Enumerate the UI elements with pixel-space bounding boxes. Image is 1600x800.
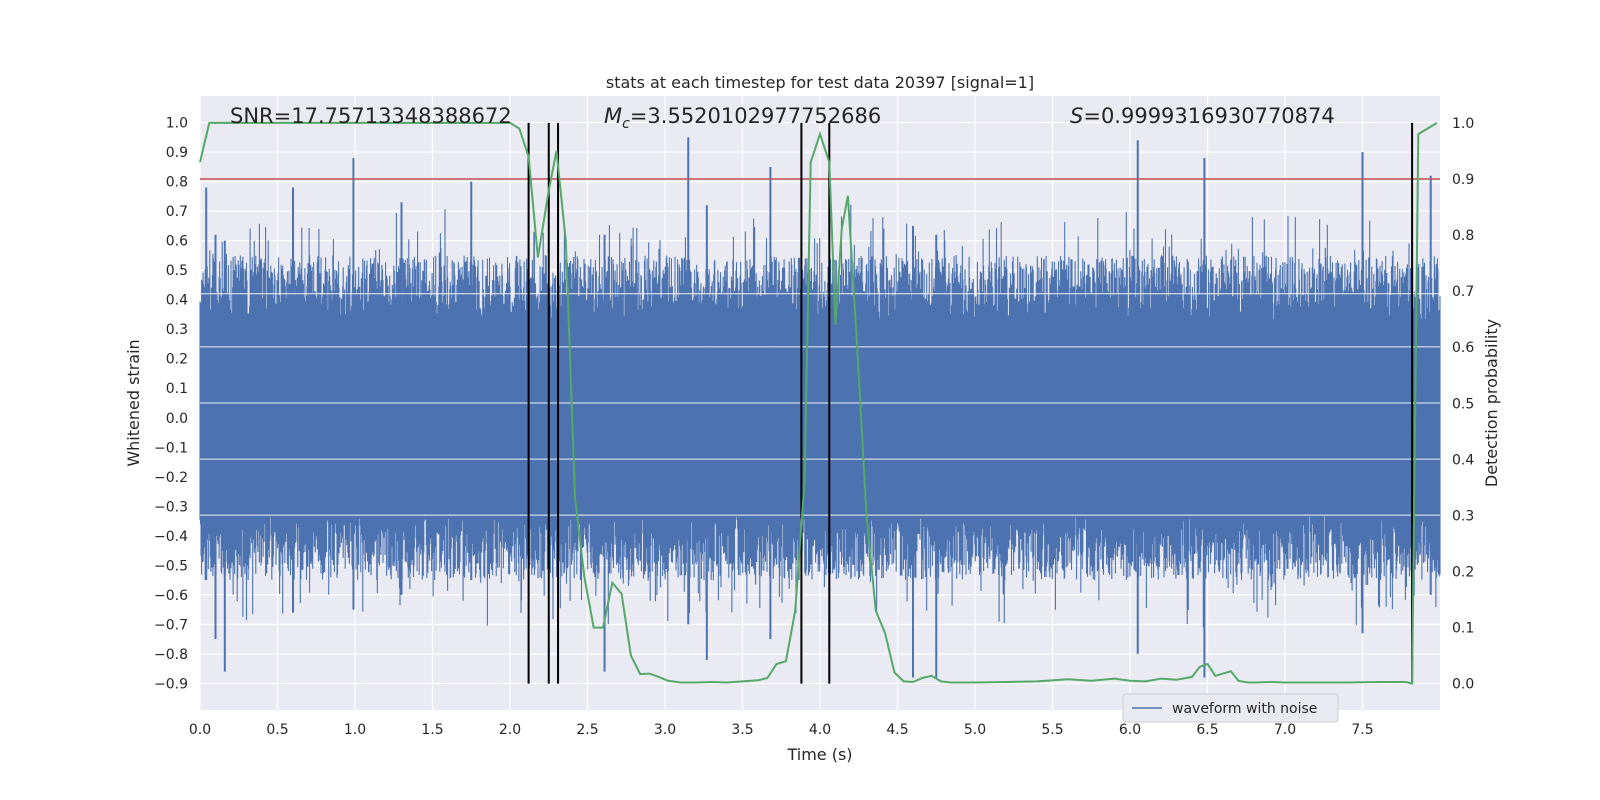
x-tick-label: 1.5 xyxy=(421,722,443,738)
x-tick-label: 2.0 xyxy=(499,722,521,738)
x-tick-label: 7.5 xyxy=(1351,722,1373,738)
y-tick-label: 0.7 xyxy=(166,204,188,220)
y-tick-labels: 1.0 0.9 0.8 0.7 0.6 0.5 0.4 0.3 0.2 0.1 0.0 −0.1 −0.… xyxy=(154,116,188,693)
x-tick-label: 0.5 xyxy=(266,722,288,738)
legend: waveform with noise xyxy=(1122,693,1339,723)
y2-tick-label: 0.9 xyxy=(1452,172,1474,188)
x-tick-label: 3.5 xyxy=(731,722,753,738)
y2-tick-label: 0.7 xyxy=(1452,284,1474,300)
x-tick-label: 3.0 xyxy=(654,722,676,738)
x-axis-label: Time (s) xyxy=(786,745,852,764)
y-tick-label: −0.3 xyxy=(154,499,188,515)
probability-series xyxy=(199,121,1438,685)
chirp-mass-annotation: Mc=3.5520102977752686 xyxy=(604,104,881,132)
y2-tick-label: 0.5 xyxy=(1452,396,1474,412)
y-tick-label: 0.6 xyxy=(166,234,188,250)
x-tick-label: 7.0 xyxy=(1274,722,1296,738)
event-markers xyxy=(527,122,1414,684)
x-tick-label: 4.0 xyxy=(809,722,831,738)
legend-box xyxy=(1122,693,1339,723)
chart-title: stats at each timestep for test data 203… xyxy=(606,73,1034,92)
y2-tick-label: 0.0 xyxy=(1452,677,1474,693)
y2-tick-label: 0.6 xyxy=(1452,340,1474,356)
s-value: =0.9999316930770874 xyxy=(1083,104,1334,128)
y2-axis-label: Detection probability xyxy=(1482,319,1501,487)
waveform-series xyxy=(199,137,1441,678)
y2-tick-label: 1.0 xyxy=(1452,116,1474,132)
x-tick-label: 0.0 xyxy=(189,722,211,738)
y-tick-label: −0.8 xyxy=(154,647,188,663)
y-tick-label: 1.0 xyxy=(166,116,188,132)
y-tick-label: −0.2 xyxy=(154,470,188,486)
y-tick-label: −0.9 xyxy=(154,676,188,692)
s-symbol: S xyxy=(1070,104,1083,128)
snr-annotation: SNR=17.75713348388672 xyxy=(230,104,512,128)
y-tick-label: 0.8 xyxy=(166,175,188,191)
y-tick-label: −0.1 xyxy=(154,440,188,456)
x-tick-label: 5.0 xyxy=(964,722,986,738)
y-tick-label: −0.7 xyxy=(154,617,188,633)
x-tick-labels: 0.0 0.5 1.0 1.5 2.0 2.5 3.0 3.5 4.0 4.5 5.0 5.5 6.0 6… xyxy=(189,722,1374,738)
y-tick-label: −0.5 xyxy=(154,558,188,574)
y-tick-label: 0.5 xyxy=(166,263,188,279)
x-tick-label: 6.5 xyxy=(1196,722,1218,738)
x-tick-label: 1.0 xyxy=(344,722,366,738)
y-axis-label: Whitened strain xyxy=(124,339,143,466)
y-tick-label: 0.0 xyxy=(166,411,188,427)
y2-tick-label: 0.4 xyxy=(1452,452,1474,468)
y2-tick-label: 0.2 xyxy=(1452,564,1474,580)
y-tick-label: 0.3 xyxy=(166,322,188,338)
y-tick-label: −0.4 xyxy=(154,529,188,545)
y2-tick-label: 0.3 xyxy=(1452,508,1474,524)
y-tick-label: 0.1 xyxy=(166,381,188,397)
waveform-core xyxy=(200,320,1440,516)
chirp-mass-subscript: c xyxy=(622,116,630,132)
chirp-mass-symbol: M xyxy=(604,104,622,128)
x-tick-label: 6.0 xyxy=(1119,722,1141,738)
y-tick-label: 0.2 xyxy=(166,352,188,368)
y-tick-label: −0.6 xyxy=(154,588,188,604)
s-annotation: S=0.9999316930770874 xyxy=(1070,104,1335,128)
y2-tick-label: 0.8 xyxy=(1452,228,1474,244)
legend-label: waveform with noise xyxy=(1172,701,1317,717)
y-tick-label: 0.4 xyxy=(166,293,188,309)
x-tick-label: 2.5 xyxy=(576,722,598,738)
chirp-mass-value: =3.5520102977752686 xyxy=(630,104,881,128)
x-tick-label: 5.5 xyxy=(1041,722,1063,738)
y2-tick-labels: 1.0 0.9 0.8 0.7 0.6 0.5 0.4 0.3 0.2 0.1 0.0 xyxy=(1452,116,1474,693)
y-tick-label: 0.9 xyxy=(166,145,188,161)
x-tick-label: 4.5 xyxy=(886,722,908,738)
y2-tick-label: 0.1 xyxy=(1452,621,1474,637)
